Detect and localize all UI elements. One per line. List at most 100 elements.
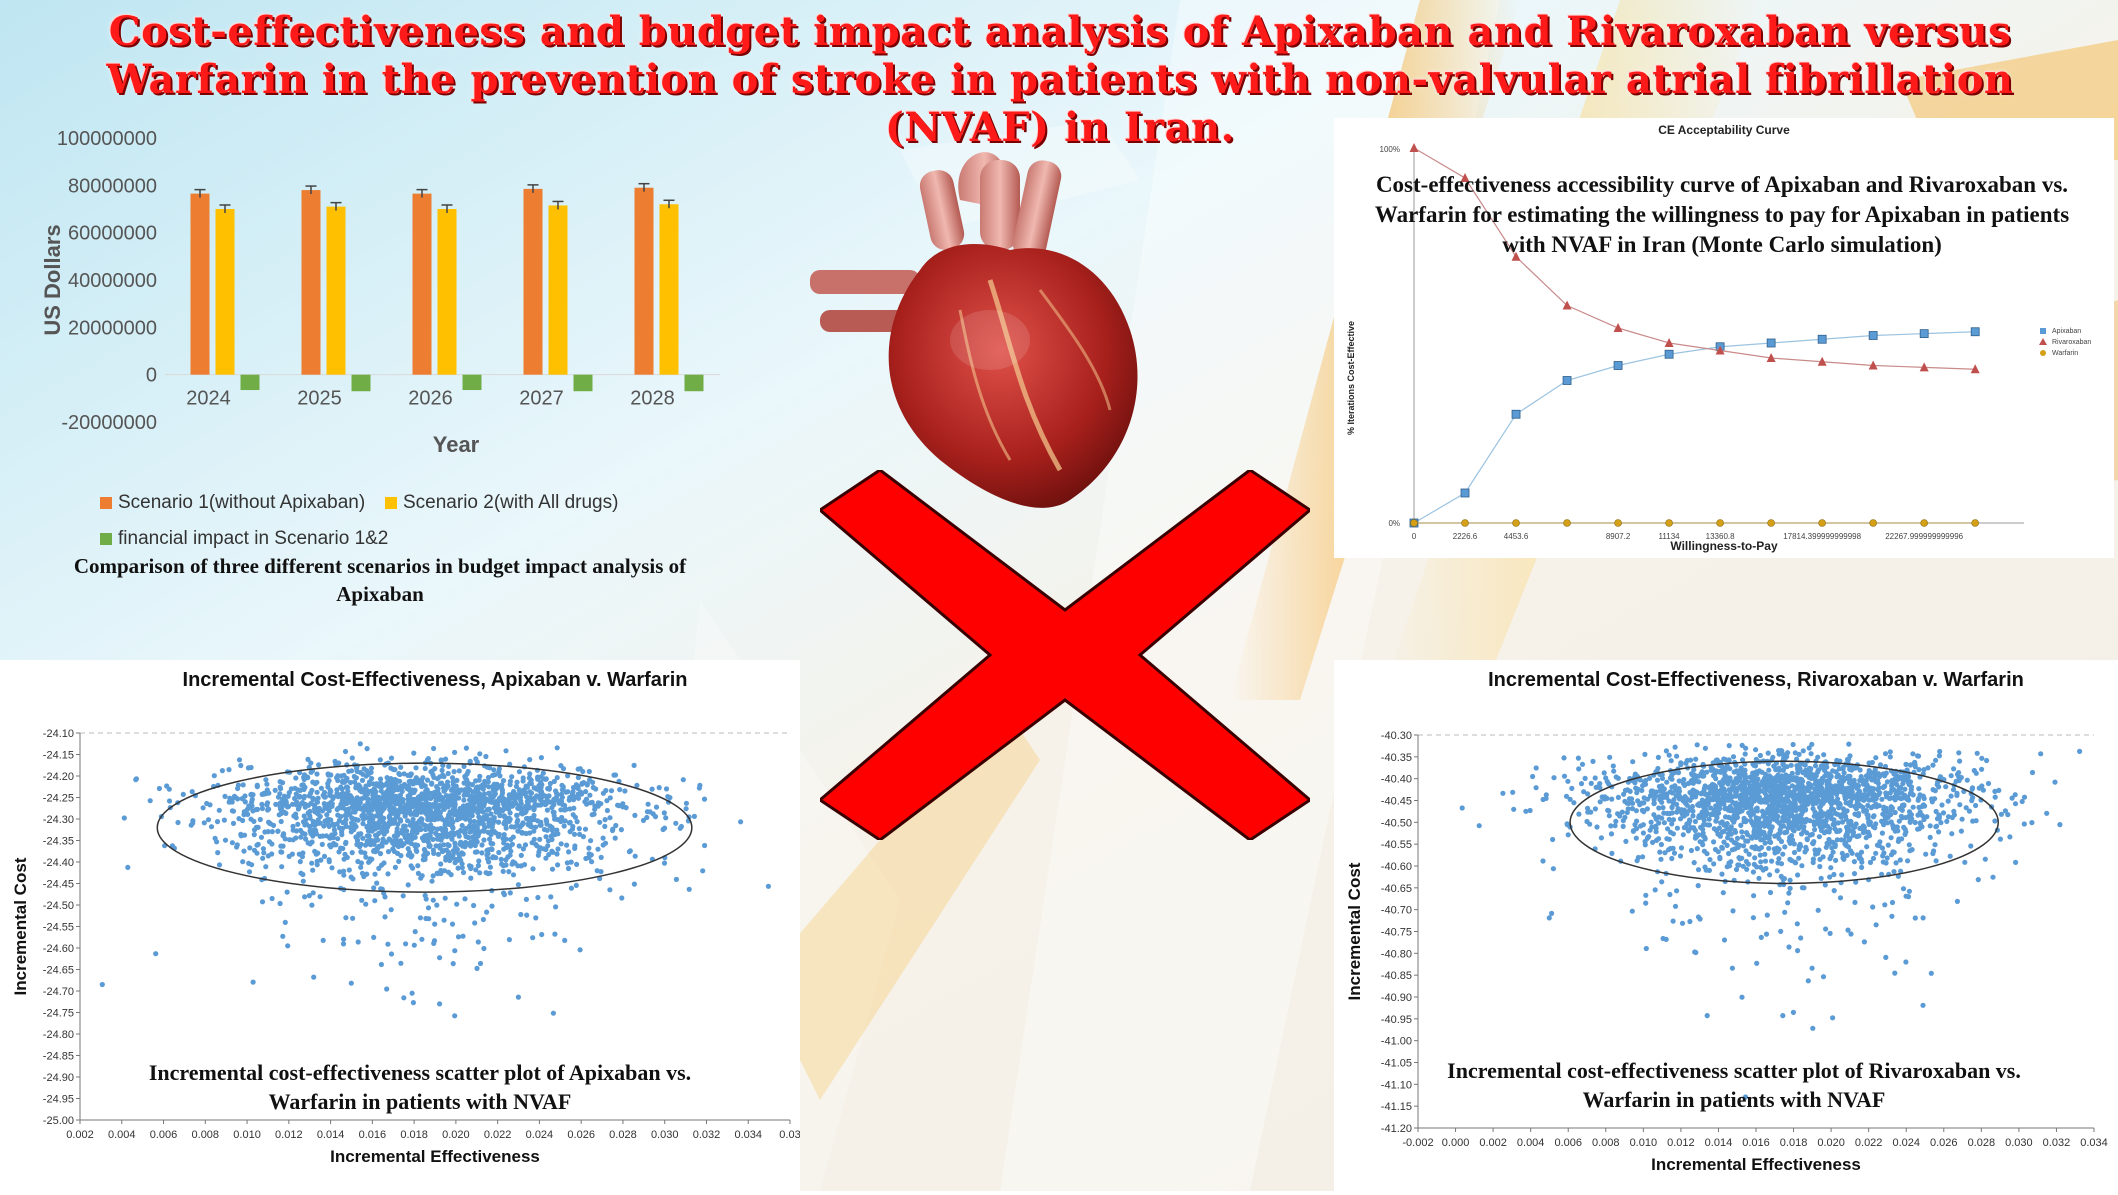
scatter-point [1659, 775, 1666, 781]
scatter-point [359, 777, 366, 783]
scatter-point [579, 780, 585, 786]
scatter-point [393, 814, 399, 820]
scatter-point [1787, 885, 1793, 891]
scatter-point [147, 798, 153, 804]
scatter-point [1861, 939, 1867, 945]
scatter-point [1677, 816, 1684, 822]
scatter-point [1696, 802, 1702, 809]
x-tick-label: 13360.8 [1706, 532, 1735, 541]
bar-3 [351, 374, 371, 392]
scatter-point [280, 796, 286, 802]
scatter-point [1948, 793, 1954, 799]
scatter-point [535, 894, 541, 901]
scatter-point [1585, 805, 1591, 811]
scatter-point [586, 768, 592, 775]
scatter-point [598, 869, 604, 875]
scatter-point [1789, 837, 1796, 843]
x-tick-label: 0.010 [233, 1129, 261, 1141]
x-tick-label: 0.010 [1630, 1137, 1658, 1149]
scatter-point [1777, 798, 1783, 804]
scatter-point [1843, 775, 1849, 781]
heart-image [810, 152, 1138, 508]
x-tick-label: 0.002 [1479, 1137, 1507, 1149]
scatter-point [444, 833, 450, 839]
scatter-point [1530, 773, 1536, 780]
scatter-point [1906, 888, 1912, 894]
scatter-point [1888, 852, 1895, 858]
y-tick-label: -24.90 [43, 1072, 74, 1084]
ceac-title: CE Acceptability Curve [1658, 123, 1790, 137]
scatter-point [660, 826, 666, 833]
scatter-point [2007, 834, 2013, 840]
scatter-point [553, 794, 560, 800]
scatter-point [1637, 777, 1643, 783]
scatter-point [1692, 827, 1698, 834]
ceac-point [1817, 334, 1827, 344]
scatter-point [1907, 762, 1913, 768]
scatter-point [510, 872, 517, 878]
scatter-point [1964, 777, 1970, 783]
ceac-point [1970, 364, 1980, 374]
scatter-point [346, 867, 352, 873]
y-tick-label: -24.50 [43, 900, 74, 912]
y-tick-label: -24.25 [43, 793, 74, 805]
scatter-points [1459, 741, 2083, 1100]
scatter-point [1820, 974, 1827, 980]
scatter-point [554, 851, 560, 857]
scatter-point [1873, 850, 1879, 856]
scatter-point [1772, 782, 1779, 788]
x-tick-label: 0.008 [192, 1129, 220, 1141]
scatter-point [354, 806, 360, 812]
scatter-point [1698, 790, 1704, 796]
scatter-point [527, 830, 533, 836]
scatter-point [396, 858, 402, 864]
scatter-point [531, 798, 538, 804]
scatter-point [451, 769, 457, 775]
scatter-point [360, 821, 366, 827]
scatter-point [683, 800, 690, 806]
scatter-point [559, 794, 566, 800]
y-tick-label: -40.95 [1381, 1014, 1412, 1026]
scatter-point [441, 842, 447, 848]
scatter-point [285, 943, 291, 949]
scatter-point [408, 811, 414, 817]
scatter-point [363, 854, 369, 860]
scatter-point [520, 846, 527, 852]
scatter-point [491, 783, 497, 789]
scatter-point [411, 942, 417, 948]
scatter-point [1714, 815, 1720, 821]
y-tick-label: -24.40 [43, 857, 74, 869]
scatter-point [251, 847, 258, 853]
scatter-point [336, 849, 342, 855]
scatter-point [544, 807, 551, 813]
legend-swatch [100, 533, 112, 545]
scatter-point [207, 802, 213, 808]
scatter-point [357, 844, 363, 850]
y-tick-label: 100% [1380, 145, 1400, 154]
scatter-point [1788, 857, 1795, 864]
scatter-point [460, 933, 466, 939]
scatter-point [1760, 836, 1766, 843]
scatter-point [1851, 859, 1857, 865]
scatter-point [1772, 850, 1778, 856]
scatter-point [1885, 842, 1891, 848]
scatter-point [589, 799, 595, 805]
scatter-point [359, 870, 365, 876]
y-tick-label: -24.65 [43, 965, 74, 977]
scatter-point [1717, 806, 1723, 812]
scatter-point [371, 934, 377, 940]
scatter-point [1781, 881, 1787, 888]
scatter-point [1615, 775, 1621, 781]
scatter-point [364, 823, 370, 829]
x-tick-label: 0.000 [1442, 1137, 1470, 1149]
scatter-point [280, 833, 286, 839]
scatter-point [455, 865, 461, 871]
y-tick-label: 60000000 [68, 223, 157, 245]
scatter-point [364, 746, 370, 752]
scatter-point [452, 948, 458, 954]
scatter-point [691, 813, 698, 819]
scatter-point [1803, 802, 1809, 808]
scatter-point [1887, 749, 1893, 755]
scatter-point [1803, 844, 1809, 850]
scatter-point [430, 897, 436, 903]
